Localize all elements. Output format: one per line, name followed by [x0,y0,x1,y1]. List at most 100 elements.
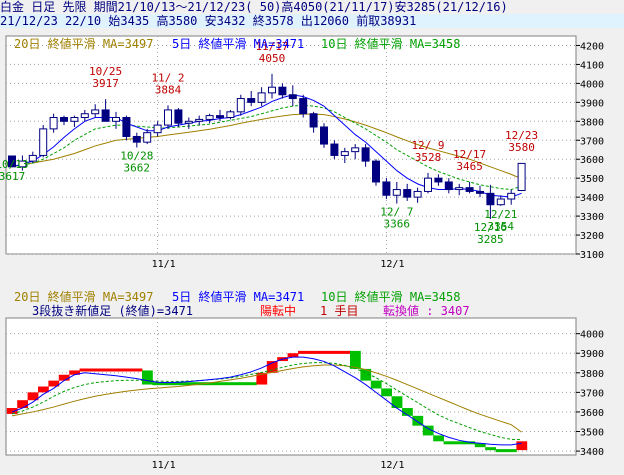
candle-body [247,98,256,103]
tlb-brick [360,368,372,381]
top-legend-ma10: 10日 終値平滑 MA=3458 [321,37,461,51]
candle [361,144,370,167]
candle-body [444,181,453,191]
bottom-y-tick-label: 3900 [580,349,604,360]
candle [80,109,89,122]
annotation-value: 3366 [384,218,411,231]
top-plot-area [5,35,577,255]
candle [299,94,308,118]
bottom-moving-averages [11,356,522,446]
candle-body [91,109,100,115]
top-y-tick-label: 3900 [580,98,604,109]
candle-body [361,147,370,162]
annotation-date: 11/17 [255,40,288,53]
candle-body [496,198,505,206]
candle-body [268,86,276,94]
tlb-step-info: 1 手目 [320,304,359,318]
tlb-brick [329,350,340,354]
candle [455,183,464,196]
candle [465,181,474,194]
candle [49,113,58,133]
bottom-legend-ma20: 20日 終値平滑 MA=3497 [14,290,154,304]
top-y-tick-label: 3300 [580,212,604,223]
candle [153,121,162,137]
candle-body [70,117,79,122]
candle [413,187,422,203]
tlb-brick [454,441,465,445]
candle-body [309,113,318,128]
annotation-value: 3884 [155,83,182,96]
candle-body [28,154,37,162]
candle-body [424,177,432,192]
candle-body [18,160,27,168]
tlb-brick [308,350,320,354]
bottom-y-axis: 3400 3500 3600 3700 3800 3900 4000 11/1 12/1 [152,330,604,471]
candle [184,117,193,129]
bottom-plot-area [5,317,577,456]
annotation-value: 4050 [259,52,286,65]
tlb-brick [121,368,132,372]
tlb-brick [402,408,413,416]
candle-body [340,151,349,156]
bottom-ma10-line [11,362,522,441]
top-x-tick-label: 11/1 [152,259,176,270]
bottom-x-tick-label: 11/1 [152,460,176,471]
tlb-brick [381,388,392,397]
candle-body [195,118,204,122]
candle-body [507,192,516,200]
candle-body [8,155,16,168]
tlb-brick [495,449,507,453]
annotation-value: 3285 [477,233,504,246]
candle-body [143,132,152,143]
candle [226,109,235,120]
candle [28,151,37,164]
top-legend-ma5: 5日 終値平滑 MA=3471 [172,37,305,51]
tlb-brick [350,350,361,369]
candle [60,115,68,126]
tlb-brick [183,382,195,386]
candle [122,115,131,141]
annotation-value: 3354 [488,220,515,233]
tlb-brick [69,370,80,375]
annotation-value: 3617 [0,170,25,183]
tlb-brick [474,443,486,448]
tlb-brick [391,396,403,409]
tlb-brick [235,382,247,386]
candle [507,189,516,205]
candle-body [39,128,48,156]
annotation-date: 12/16 [474,221,507,234]
candle-body [476,190,484,194]
tlb-brick [173,382,184,386]
candle-body [517,162,526,191]
candle-body [330,143,339,156]
candle [434,174,443,186]
tlb-brick [152,382,164,386]
candle [424,172,432,194]
tlb-brick [58,374,70,381]
annotation-date: 12/21 [484,208,517,221]
annotation-value: 3662 [124,161,151,174]
tlb-brick [246,382,257,386]
candle [382,178,391,200]
candle [517,162,526,192]
candle [330,140,339,160]
top-ma10-line [11,104,522,191]
header-line-1: 白金 日足 先限 期間21/10/13～21/12/23( 50)高4050(2… [0,0,508,14]
bottom-y-tick-label: 3800 [580,369,604,380]
candle [39,125,48,158]
bottom-legend-ma10: 10日 終値平滑 MA=3458 [321,290,461,304]
candle [132,132,141,148]
tlb-brick [38,386,49,393]
candle-body [351,147,360,153]
top-ma20-line [11,113,522,180]
top-y-tick-label: 3200 [580,231,604,242]
bottom-y-tick-label: 3700 [580,388,604,399]
candle-body [299,98,308,115]
tlb-brick [79,368,91,372]
candle [236,94,245,116]
tlb-brick [90,368,101,372]
candle-body [455,187,464,191]
candle-body [413,190,422,198]
